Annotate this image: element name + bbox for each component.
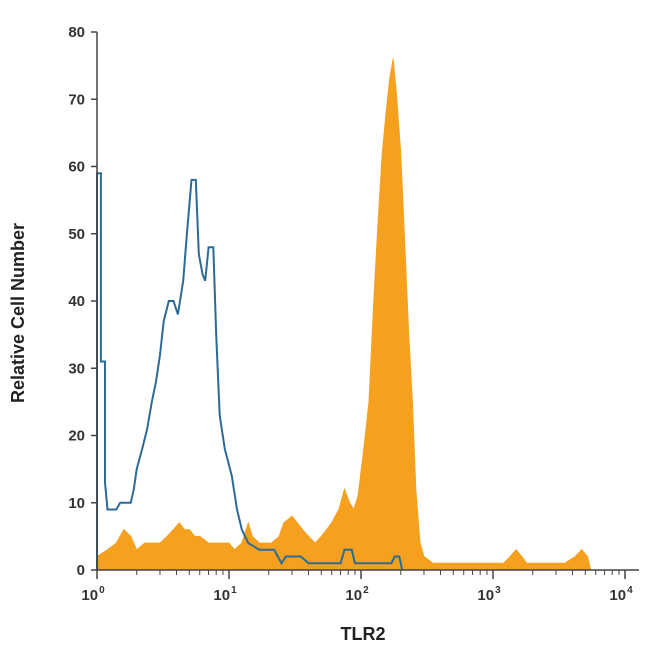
x-tick-exponent: 0	[99, 585, 105, 596]
y-tick-label: 10	[68, 495, 85, 512]
x-tick-exponent: 1	[231, 585, 237, 596]
series-layer	[96, 58, 592, 571]
x-tick-label: 104	[609, 585, 633, 604]
histogram-outline-series	[96, 172, 404, 571]
y-tick-label: 30	[68, 360, 85, 377]
y-tick-label: 50	[68, 226, 85, 243]
y-ticks: 0 10 20 30 40 50 60 70 80	[68, 24, 97, 579]
y-tick-label: 60	[68, 159, 85, 176]
x-tick-label: 102	[345, 585, 369, 604]
x-tick-label: 101	[213, 585, 237, 604]
y-tick-label: 80	[68, 24, 85, 41]
y-tick-label: 70	[68, 91, 85, 108]
y-axis-title: Relative Cell Number	[8, 223, 28, 403]
x-tick-exponent: 2	[363, 585, 369, 596]
x-tick-label: 103	[477, 585, 501, 604]
x-axis-title: TLR2	[341, 624, 386, 644]
x-tick-exponent: 3	[495, 585, 501, 596]
x-ticks: 100 101 102 103 104	[81, 570, 633, 604]
y-tick-label: 0	[77, 562, 85, 579]
histogram-filled-series	[96, 58, 592, 571]
y-tick-label: 40	[68, 293, 85, 310]
y-tick-label: 20	[68, 428, 85, 445]
x-tick-exponent: 4	[627, 585, 633, 596]
x-tick-label: 100	[81, 585, 105, 604]
